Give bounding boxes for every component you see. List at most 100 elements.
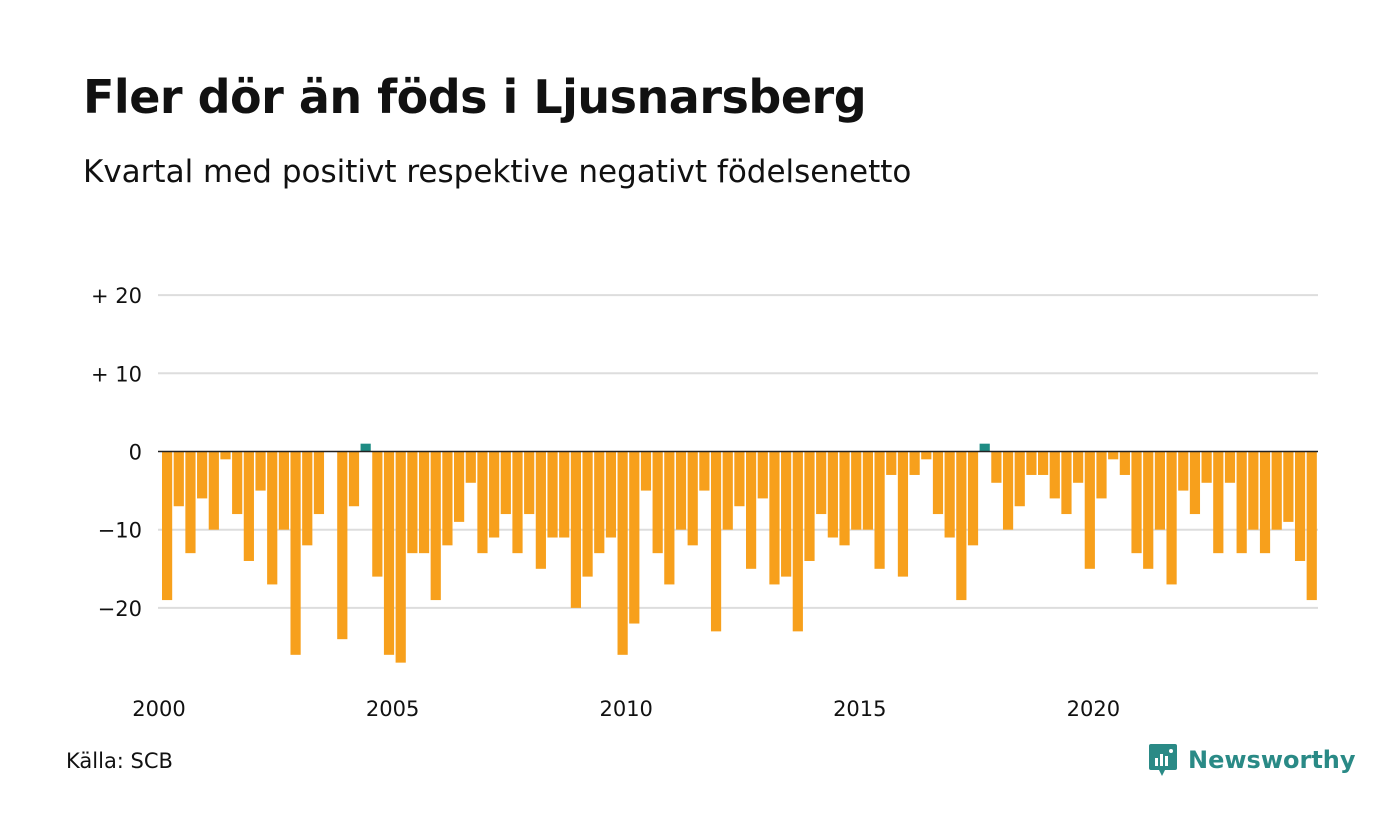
bar-negative	[313, 451, 325, 515]
bar-negative	[477, 451, 488, 554]
bar-negative	[430, 451, 441, 601]
bar-negative	[769, 451, 780, 585]
bar-negative	[1096, 451, 1107, 499]
x-tick-label: 2015	[833, 697, 886, 721]
bar-negative	[255, 451, 266, 491]
bar-negative	[932, 451, 944, 515]
bar-negative	[173, 451, 184, 507]
bar-negative	[1236, 451, 1247, 554]
bar-negative	[862, 451, 873, 530]
bar-negative	[383, 451, 395, 655]
bar-negative	[1294, 451, 1306, 561]
bar-negative	[746, 451, 757, 569]
bar-negative	[652, 451, 663, 554]
bar-negative	[722, 451, 733, 530]
bar-negative	[874, 451, 885, 569]
axes: + 20 + 10 0 −10 −20 2000 2005 2010 2015 2020	[91, 284, 1318, 721]
bar-negative	[489, 451, 500, 538]
bar-negative	[372, 451, 383, 577]
bar-negative	[232, 451, 243, 515]
bar-negative	[967, 451, 979, 546]
bar-negative	[418, 451, 430, 554]
bar-negative	[687, 451, 698, 546]
bar-negative	[991, 451, 1002, 483]
bar-negative	[442, 451, 453, 546]
newsworthy-logo-icon	[1149, 744, 1177, 776]
bar-negative	[1283, 451, 1294, 522]
bar-negative	[792, 451, 803, 632]
chart-subtitle: Kvartal med positivt respektive negativt…	[83, 154, 912, 190]
bar-negative	[1084, 451, 1095, 569]
bar-negative	[734, 451, 745, 507]
bar-negative	[699, 451, 710, 491]
bar-negative	[465, 451, 476, 483]
bar-negative	[1271, 451, 1282, 530]
bar-negative	[851, 451, 862, 530]
bar-negative	[348, 451, 360, 507]
bar-negative	[757, 451, 768, 499]
bar-negative	[594, 451, 605, 554]
bar-negative	[559, 451, 570, 538]
bar-negative	[664, 451, 675, 585]
y-tick-label: 0	[129, 441, 142, 465]
bar-negative	[816, 451, 827, 515]
brand-name: Newsworthy	[1188, 746, 1356, 774]
bar-negative	[1014, 451, 1025, 507]
bar-negative	[827, 451, 838, 538]
bar-negative	[897, 451, 909, 577]
bar-negative	[535, 451, 546, 569]
bar-negative	[524, 451, 535, 515]
x-tick-label: 2020	[1067, 697, 1120, 721]
bar-negative	[1143, 451, 1154, 569]
bar-negative	[162, 451, 173, 601]
bar-negative	[1201, 451, 1212, 483]
bar-negative	[1049, 451, 1060, 499]
bar-negative	[617, 451, 628, 655]
gridlines	[158, 294, 1318, 609]
bar-negative	[582, 451, 593, 577]
bar-negative	[1026, 451, 1037, 475]
bar-negative	[886, 451, 897, 475]
bar-positive	[979, 443, 990, 452]
bar-negative	[500, 451, 511, 515]
bar-negative	[395, 451, 406, 663]
bar-negative	[1166, 451, 1177, 585]
bar-negative	[629, 451, 640, 624]
bar-negative	[1038, 451, 1049, 475]
bar-negative	[220, 451, 231, 460]
bar-negative	[710, 451, 722, 632]
bar-negative	[454, 451, 465, 522]
bar-negative	[302, 451, 313, 546]
bar-negative	[804, 451, 815, 561]
bar-negative	[267, 451, 278, 585]
bar-negative	[781, 451, 792, 577]
bar-negative	[605, 451, 617, 538]
y-tick-label: + 10	[91, 362, 142, 386]
bar-negative	[1131, 451, 1142, 554]
y-tick-label: −20	[98, 597, 142, 621]
bar-negative	[1224, 451, 1236, 483]
bar-negative	[909, 451, 920, 475]
bar-negative	[1073, 451, 1084, 483]
bar-negative	[1259, 451, 1271, 554]
bar-negative	[1108, 451, 1119, 460]
bar-negative	[547, 451, 558, 538]
bar-negative	[570, 451, 581, 608]
bar-negative	[1306, 451, 1317, 601]
bar-negative	[512, 451, 523, 554]
y-tick-label: −10	[98, 519, 142, 543]
bar-positive	[360, 443, 371, 452]
bar-negative	[1002, 451, 1014, 530]
bar-negative	[1119, 451, 1130, 475]
bar-negative	[1213, 451, 1224, 554]
bar-negative	[675, 451, 687, 530]
y-tick-label: + 20	[91, 284, 142, 308]
bar-negative	[944, 451, 955, 538]
brand-logo[interactable]: Newsworthy	[1148, 742, 1356, 778]
bar-negative	[1189, 451, 1201, 515]
bar-negative	[185, 451, 196, 554]
x-tick-label: 2010	[599, 697, 652, 721]
bar-negative	[839, 451, 850, 546]
chart-title: Fler dör än föds i Ljusnarsberg	[83, 70, 867, 124]
